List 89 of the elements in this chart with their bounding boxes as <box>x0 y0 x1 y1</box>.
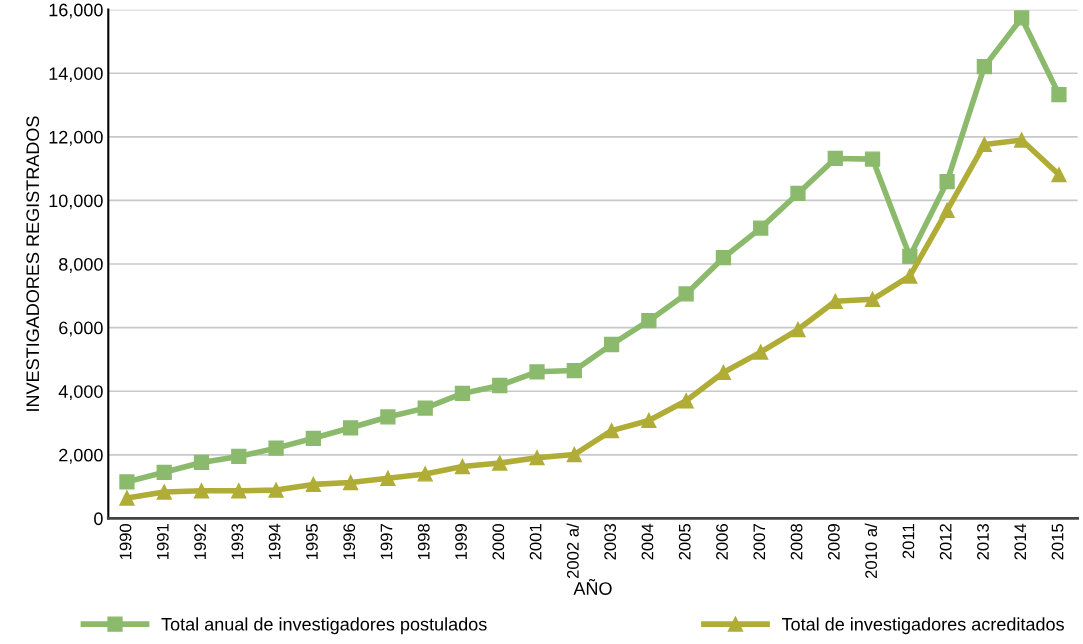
point <box>417 400 433 416</box>
point <box>976 58 993 75</box>
x-tick-label: 2014 <box>1014 523 1027 560</box>
point <box>641 312 657 329</box>
point <box>603 336 620 353</box>
point <box>753 220 769 236</box>
point <box>231 483 247 499</box>
point <box>939 202 955 218</box>
y-tick-label: 10,000 <box>49 194 103 210</box>
x-tick-label: 1996 <box>343 524 356 560</box>
x-tick-label: 2001 <box>529 524 542 560</box>
point <box>753 344 769 360</box>
x-tick-label: 2002 a/ <box>566 523 579 579</box>
point <box>976 136 993 153</box>
point <box>305 476 321 493</box>
point <box>790 185 806 202</box>
x-tick-label: 1992 <box>194 524 206 560</box>
point <box>678 286 694 302</box>
point <box>417 466 433 482</box>
point <box>827 150 843 167</box>
legend-label: Total de investigadores acreditados <box>781 617 1064 635</box>
point <box>529 364 545 380</box>
point <box>342 474 359 491</box>
x-tick-label: 2005 <box>678 523 691 560</box>
x-tick-label: 1990 <box>119 523 132 560</box>
point <box>380 409 396 425</box>
point <box>193 483 210 499</box>
point <box>156 484 172 500</box>
point <box>193 454 210 471</box>
x-tick-label: 2011 <box>902 524 915 559</box>
point <box>1051 86 1067 103</box>
point <box>902 268 918 284</box>
x-tick-label: 2003 <box>604 524 617 560</box>
x-tick-label: 1994 <box>268 523 281 560</box>
x-tick-label: 1991 <box>156 524 169 560</box>
point <box>268 440 284 456</box>
point <box>566 362 582 379</box>
point <box>305 430 321 446</box>
x-tick-label: 1995 <box>306 523 318 560</box>
point <box>119 474 135 490</box>
x-tick-label: 2015 <box>1051 523 1064 560</box>
y-tick-label: 2,000 <box>59 448 103 464</box>
x-tick-label: 2006 <box>716 524 728 560</box>
point <box>715 250 732 266</box>
point <box>939 174 955 190</box>
point <box>156 464 172 480</box>
point <box>268 482 284 498</box>
x-tick-label: 2013 <box>977 524 989 560</box>
point <box>231 448 247 465</box>
point <box>790 321 806 338</box>
point <box>827 293 843 309</box>
x-tick-label: 2010 a/ <box>864 523 878 579</box>
x-tick-label: 2008 <box>790 524 803 560</box>
y-tick-label: 8,000 <box>59 257 103 273</box>
point <box>566 446 582 463</box>
point <box>454 458 471 475</box>
point <box>603 423 620 439</box>
point <box>1051 167 1067 183</box>
point <box>1014 10 1030 26</box>
y-tick-label: 16,000 <box>49 3 103 19</box>
point <box>864 151 881 167</box>
point <box>492 455 508 471</box>
point <box>678 393 694 409</box>
legend-label: Total anual de investigadores postulados <box>161 617 487 635</box>
y-axis-title: INVESTIGADORES REGISTRADOS <box>26 116 40 411</box>
x-tick-label: 1997 <box>380 524 393 560</box>
point <box>864 291 881 307</box>
y-tick-label: 0 <box>94 512 103 526</box>
x-tick-label: 1999 <box>455 524 467 560</box>
x-tick-label: 2009 <box>827 524 840 560</box>
x-tick-label: 2007 <box>753 524 766 560</box>
x-tick-label: 2000 <box>492 523 505 560</box>
y-tick-label: 6,000 <box>59 321 103 337</box>
x-tick-label: 2012 <box>939 524 952 560</box>
point <box>529 450 545 466</box>
x-tick-label: 1998 <box>417 524 430 560</box>
point <box>454 385 471 402</box>
point <box>902 248 918 265</box>
point <box>342 420 359 436</box>
x-axis-title: AÑO <box>573 578 612 595</box>
y-tick-label: 14,000 <box>49 67 103 83</box>
point <box>641 412 657 429</box>
y-tick-label: 12,000 <box>49 130 103 146</box>
y-tick-label: 4,000 <box>58 385 103 401</box>
x-tick-label: 1993 <box>231 524 244 560</box>
point <box>492 377 508 394</box>
point <box>380 470 396 486</box>
point <box>119 490 135 506</box>
x-tick-label: 2004 <box>641 523 654 560</box>
